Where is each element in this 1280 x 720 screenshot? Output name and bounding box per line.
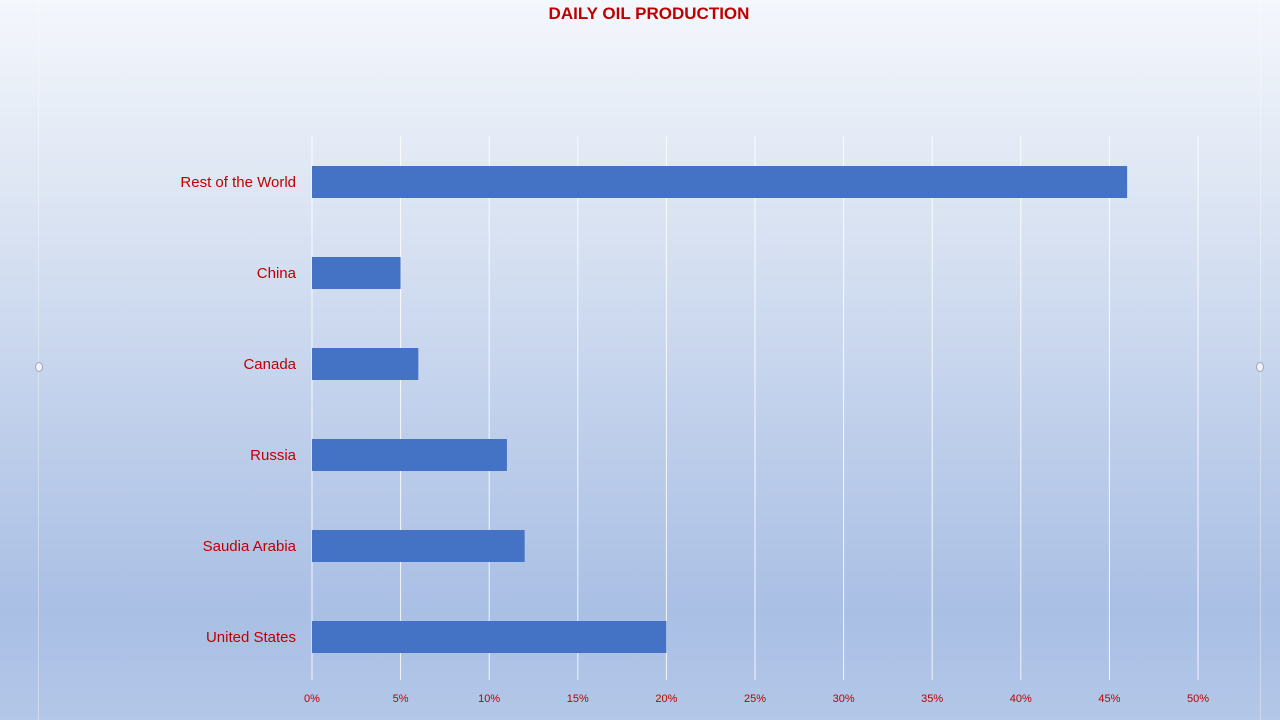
x-tick-label: 35% <box>921 693 943 705</box>
category-label: China <box>257 265 297 282</box>
x-tick-labels: 0% 5% 10% 15% 20% 25% 30% 35% 40% 45% 50% <box>304 693 1209 705</box>
right-resize-handle[interactable] <box>1256 362 1264 372</box>
x-tick-label: 20% <box>655 693 677 705</box>
x-tick-label: 0% <box>304 693 320 705</box>
bar-russia[interactable] <box>312 439 507 471</box>
bar-united-states[interactable] <box>312 621 667 653</box>
gridlines <box>311 136 1199 680</box>
chart-frame-left-edge <box>38 0 39 720</box>
x-tick-label: 5% <box>393 693 409 705</box>
x-tick-label: 15% <box>567 693 589 705</box>
category-label: Rest of the World <box>180 174 296 191</box>
chart-frame-right-edge <box>1260 0 1261 720</box>
bars <box>312 166 1128 653</box>
bar-china[interactable] <box>312 257 401 289</box>
bar-rest-of-the-world[interactable] <box>312 166 1128 198</box>
x-tick-label: 50% <box>1187 693 1209 705</box>
x-tick-label: 30% <box>833 693 855 705</box>
category-label: United States <box>206 629 296 646</box>
left-resize-handle[interactable] <box>35 362 43 372</box>
category-label: Canada <box>243 356 296 373</box>
x-tick-label: 45% <box>1098 693 1120 705</box>
x-tick-label: 10% <box>478 693 500 705</box>
chart-title: DAILY OIL PRODUCTION <box>549 4 750 23</box>
x-tick-label: 40% <box>1010 693 1032 705</box>
bar-saudia-arabia[interactable] <box>312 530 525 562</box>
category-label: Saudia Arabia <box>203 538 297 555</box>
x-tick-label: 25% <box>744 693 766 705</box>
category-label: Russia <box>250 447 297 464</box>
bar-canada[interactable] <box>312 348 419 380</box>
category-labels: United States Saudia Arabia Russia Canada Ch… <box>180 174 296 646</box>
